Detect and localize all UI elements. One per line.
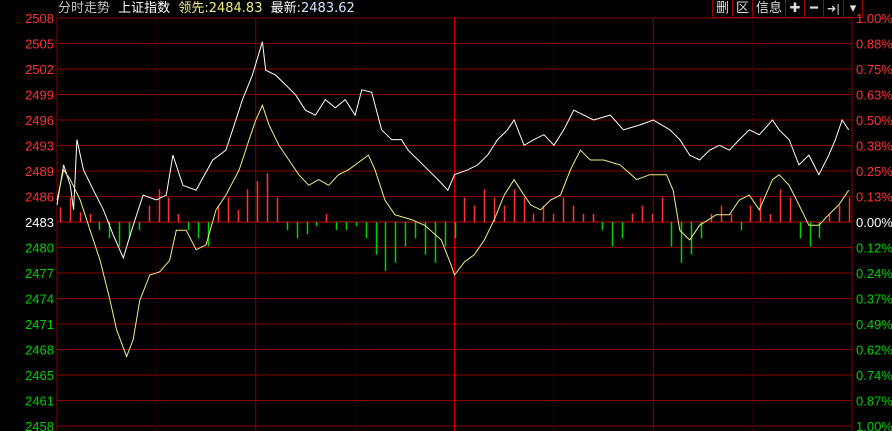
y-tick-right: 0.37% (856, 292, 892, 307)
y-tick-right: 0.12% (856, 241, 892, 256)
y-tick-left: 2486 (25, 190, 54, 205)
dropdown-button[interactable]: ▾ (842, 0, 863, 17)
y-tick-left: 2477 (25, 266, 54, 281)
y-tick-right: 0.25% (856, 164, 892, 179)
y-tick-right: 1.00% (856, 11, 892, 26)
y-tick-left: 2458 (25, 419, 54, 431)
y-tick-right: 1.00% (856, 419, 892, 431)
y-tick-left: 2474 (25, 292, 54, 307)
y-tick-left: 2471 (25, 317, 54, 332)
range-button[interactable]: 区 (732, 0, 752, 17)
lead-label: 领先: (178, 1, 209, 16)
y-tick-left: 2489 (25, 164, 54, 179)
y-tick-right: 0.50% (856, 113, 892, 128)
y-tick-left: 2496 (25, 113, 54, 128)
zoom-in-button[interactable]: ✚ (785, 0, 804, 17)
y-tick-right: 0.74% (856, 368, 892, 383)
y-tick-right: 0.38% (856, 139, 892, 154)
y-tick-left: 2480 (25, 241, 54, 256)
y-tick-right: 0.63% (856, 88, 892, 103)
y-tick-left: 2508 (25, 11, 54, 26)
y-tick-left: 2465 (25, 368, 54, 383)
chart-mode-label: 分时走势 (58, 1, 111, 16)
jump-to-end-button[interactable]: ➜| (823, 0, 843, 17)
index-name: 上证指数 (118, 1, 171, 16)
y-tick-right: 0.87% (856, 394, 892, 409)
y-tick-left: 2468 (25, 343, 54, 358)
y-tick-left: 2502 (25, 62, 54, 77)
y-tick-right: 0.13% (856, 190, 892, 205)
chart-header: 分时走势 上证指数 领先:2484.83 最新:2483.62 (58, 0, 359, 17)
y-tick-right: 0.00% (856, 215, 892, 230)
lead-value: 2484.83 (208, 1, 263, 16)
y-tick-right: 0.24% (856, 266, 892, 281)
last-value: 2483.62 (301, 1, 355, 16)
last-label: 最新: (270, 1, 301, 16)
y-tick-left: 2499 (25, 88, 54, 103)
info-button[interactable]: 信息 (752, 0, 785, 17)
y-tick-right: 0.75% (856, 62, 892, 77)
y-tick-right: 0.49% (856, 317, 892, 332)
delete-button[interactable]: 删 (712, 0, 732, 17)
y-tick-left: 2493 (25, 139, 54, 154)
y-tick-left: 2505 (25, 37, 54, 52)
y-tick-right: 0.88% (856, 37, 892, 52)
price-line (56, 41, 850, 260)
y-tick-left: 2461 (25, 394, 54, 409)
lead-line (56, 103, 850, 359)
zoom-out-button[interactable]: ━ (804, 0, 823, 17)
y-tick-right: 0.62% (856, 343, 892, 358)
y-tick-left: 2483 (25, 215, 54, 230)
